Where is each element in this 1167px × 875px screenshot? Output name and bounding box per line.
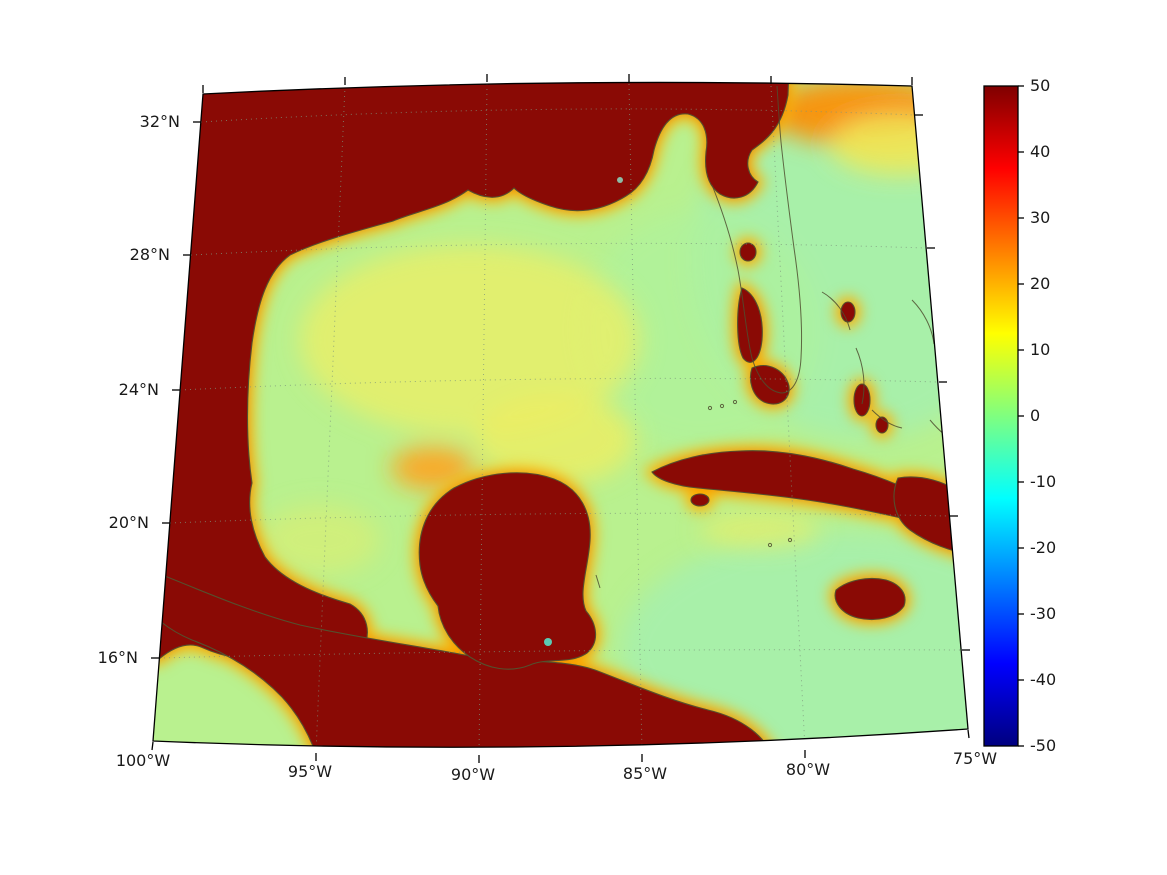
florida-coastline [711,85,803,394]
land-jamaica [834,577,906,621]
land-bahama-3 [875,416,889,434]
warm-patches [260,82,968,575]
colorbar-gradient [984,86,1018,746]
colorbar-label-m30: -30 [1030,604,1057,623]
lat-tick-label-28n: 28°N [129,245,170,264]
cold-spots [544,177,623,646]
lon-tick-label-85w: 85°W [622,764,668,783]
colorbar-ticks [1018,85,1024,747]
lon-tick-label-100w: 100°W [115,751,171,770]
lat-tick-label-32n: 32°N [139,112,180,131]
lon-tick-label-95w: 95°W [287,762,333,781]
graticule [158,83,962,748]
land-yucatan [418,472,597,670]
colorbar-label-40: 40 [1030,142,1051,161]
map-field [153,82,968,748]
lon-tick-label-90w: 90°W [450,765,496,784]
colorbar-label-30: 30 [1030,208,1051,227]
lon-tick-label-80w: 80°W [785,760,831,779]
colorbar-label-20: 20 [1030,274,1051,293]
land-saturated [153,82,968,748]
florida-red-spot-1 [739,242,757,262]
colorbar-label-m40: -40 [1030,670,1057,689]
lat-tick-label-20n: 20°N [108,513,149,532]
colorbar-label-m10: -10 [1030,472,1057,491]
colorbar-label-50: 50 [1030,76,1051,95]
lon-tick-label-75w: 75°W [952,749,998,768]
land-isle-of-youth [690,493,710,507]
tick-marks [151,74,970,763]
colorbar-label-0: 0 [1030,406,1041,425]
colorbar-label-10: 10 [1030,340,1051,359]
land-bahama-2 [853,383,871,417]
colorbar [983,85,1024,747]
land-central-america [153,569,781,748]
colorbar-label-m20: -20 [1030,538,1057,557]
lat-tick-label-24n: 24°N [118,380,159,399]
florida-red-tip [749,365,790,405]
lat-tick-label-16n: 16°N [97,648,138,667]
map-frame [152,81,969,748]
colorbar-label-m50: -50 [1030,736,1057,755]
